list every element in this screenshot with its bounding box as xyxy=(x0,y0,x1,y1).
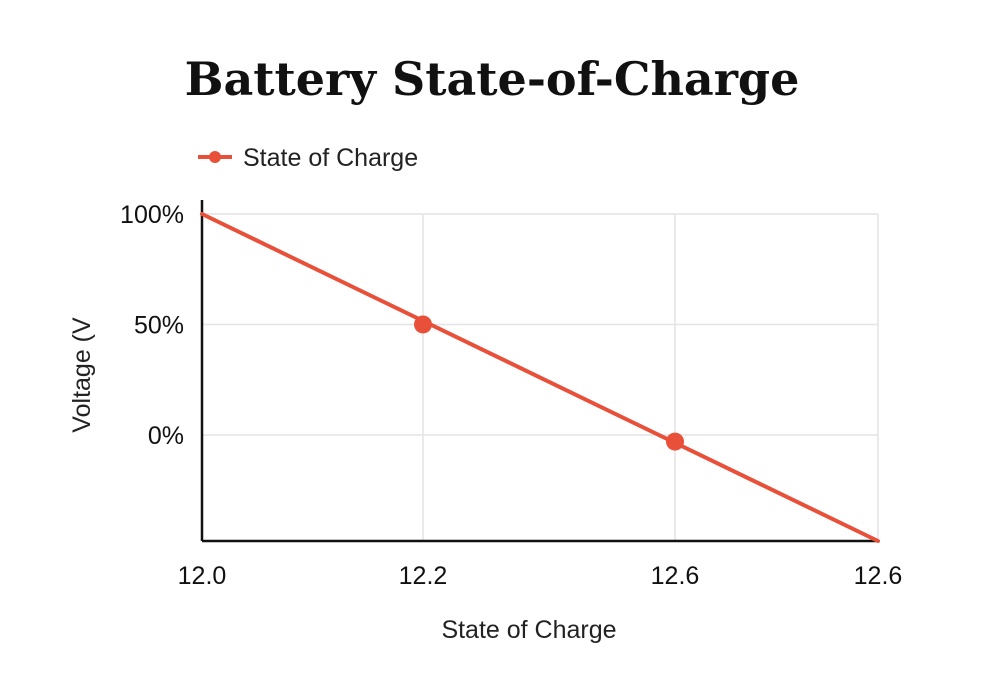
series-line-0 xyxy=(200,212,880,543)
axes xyxy=(200,200,878,543)
chart-title: Battery State-of-Charge xyxy=(185,52,800,106)
x-axis-label: State of Charge xyxy=(441,616,616,644)
legend-marker-swatch xyxy=(209,151,221,163)
grid xyxy=(202,213,879,541)
legend-label: State of Charge xyxy=(243,144,418,172)
x-ticks: 12.0 12.2 12.6 12.6 xyxy=(178,562,903,590)
data-point-0-0 xyxy=(414,315,432,334)
y-tick-label-0: 100% xyxy=(120,201,184,229)
y-ticks: 100% 50% 0% xyxy=(120,201,184,450)
y-tick-label-2: 0% xyxy=(148,422,184,450)
y-tick-label-1: 50% xyxy=(134,311,184,339)
y-axis-label: Voltage (V xyxy=(68,317,96,433)
legend: State of Charge xyxy=(198,144,418,172)
x-tick-label-0: 12.0 xyxy=(178,562,227,590)
x-tick-label-2: 12.6 xyxy=(651,562,700,590)
series xyxy=(200,212,880,543)
x-tick-label-3: 12.6 xyxy=(854,562,903,590)
x-tick-label-1: 12.2 xyxy=(399,562,448,590)
data-point-0-1 xyxy=(666,432,684,451)
